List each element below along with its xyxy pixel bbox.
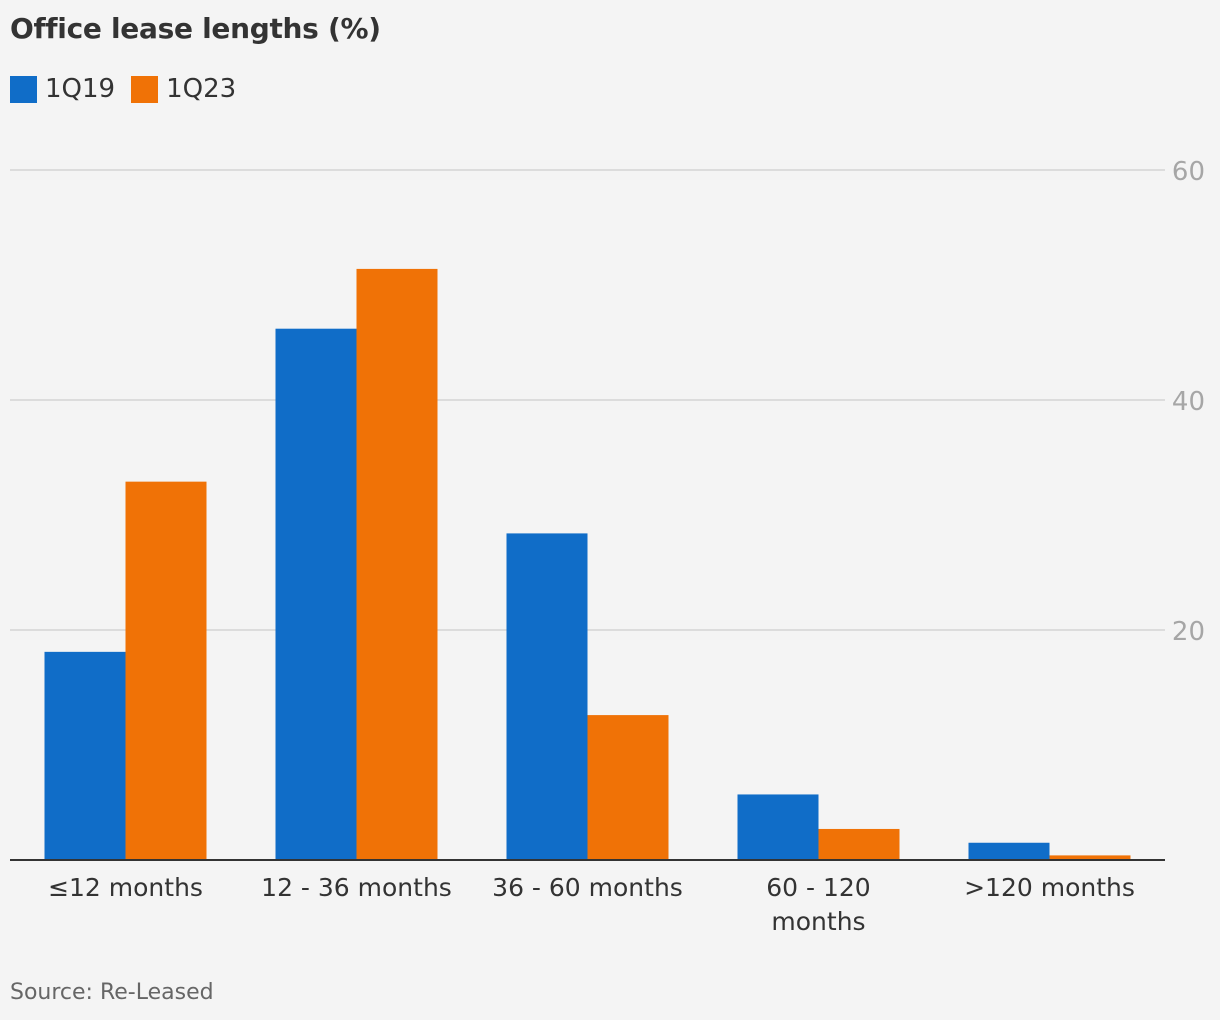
bar-1q19 [737, 794, 819, 860]
y-tick-label: 60 [1172, 157, 1205, 187]
x-tick-label: ≤12 months [48, 873, 203, 902]
legend-item-1q19: 1Q19 [10, 74, 115, 104]
x-tick-label: >120 months [964, 873, 1135, 902]
legend-swatch-1q23 [131, 75, 159, 103]
y-tick-label: 20 [1172, 617, 1205, 647]
bar-1q23 [818, 828, 900, 860]
bar-1q19 [275, 328, 357, 860]
bar-1q19 [44, 651, 126, 860]
legend-label-1q19: 1Q19 [45, 74, 116, 104]
legend: 1Q19 1Q23 [10, 74, 252, 104]
x-tick-label: months [771, 907, 865, 936]
bar-1q19 [506, 533, 588, 860]
bar-1q19 [968, 842, 1050, 860]
source-note: Source: Re-Leased [10, 980, 214, 1005]
bar-1q23 [1049, 855, 1131, 860]
bar-1q23 [125, 481, 207, 860]
legend-swatch-1q19 [10, 75, 37, 103]
y-tick-label: 40 [1172, 387, 1205, 417]
chart-title: Office lease lengths (%) [10, 12, 381, 45]
legend-label-1q23: 1Q23 [166, 74, 237, 104]
x-tick-label: 60 - 120 [766, 873, 870, 902]
bar-1q23 [356, 268, 438, 860]
x-tick-label: 12 - 36 months [261, 873, 452, 902]
bar-1q23 [587, 715, 669, 860]
legend-item-1q23: 1Q23 [131, 74, 236, 104]
x-tick-label: 36 - 60 months [492, 873, 683, 902]
